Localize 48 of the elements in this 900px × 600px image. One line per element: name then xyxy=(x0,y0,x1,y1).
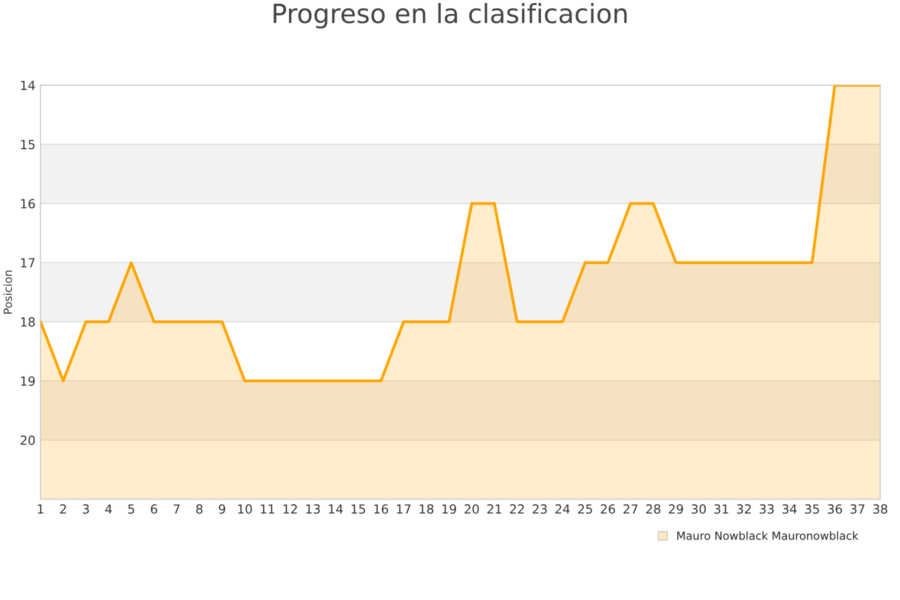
x-tick-label: 37 xyxy=(850,504,864,514)
x-tick-label: 9 xyxy=(218,504,226,514)
x-tick-label: 28 xyxy=(646,504,660,514)
x-tick-label: 8 xyxy=(196,504,202,514)
legend-label: Mauro Nowblack Mauronowblack xyxy=(677,531,858,540)
y-tick-label: 14 xyxy=(21,80,35,90)
x-tick-label: 36 xyxy=(828,504,842,514)
x-tick-label: 13 xyxy=(306,504,320,514)
x-tick-label: 33 xyxy=(760,504,774,514)
x-tick-label: 12 xyxy=(284,504,297,514)
y-tick-label: 16 xyxy=(21,198,35,208)
x-tick-label: 18 xyxy=(420,504,434,514)
y-tick-label: 19 xyxy=(21,376,35,386)
x-tick-label: 26 xyxy=(600,504,616,514)
y-tick-label: 18 xyxy=(21,317,35,327)
chart-title: Progreso en la clasificacion xyxy=(274,3,627,29)
y-tick-label: 15 xyxy=(21,140,35,150)
x-tick-label: 7 xyxy=(174,504,180,514)
y-tick-label: 20 xyxy=(20,436,35,445)
x-tick-label: 14 xyxy=(328,504,343,514)
x-tick-label: 6 xyxy=(150,504,158,514)
x-tick-label: 10 xyxy=(238,504,252,514)
x-tick-label: 31 xyxy=(714,504,728,514)
x-tick-label: 30 xyxy=(692,504,706,514)
x-tick-label: 32 xyxy=(737,504,751,514)
x-tick-label: 29 xyxy=(668,504,684,514)
x-tick-label: 15 xyxy=(352,504,366,514)
x-tick-label: 24 xyxy=(555,504,570,514)
x-tick-label: 11 xyxy=(260,504,274,514)
x-tick-label: 16 xyxy=(374,504,388,514)
x-tick-label: 3 xyxy=(82,504,89,514)
x-tick-label: 38 xyxy=(873,504,888,514)
x-tick-label: 23 xyxy=(532,504,547,514)
x-tick-label: 35 xyxy=(805,504,819,514)
x-tick-label: 25 xyxy=(578,504,592,514)
x-tick-label: 19 xyxy=(442,504,456,514)
y-tick-label: 17 xyxy=(21,258,35,268)
x-tick-label: 21 xyxy=(487,504,502,514)
x-tick-label: 4 xyxy=(105,504,112,514)
y-axis-title: Posicion xyxy=(3,270,12,314)
x-tick-label: 2 xyxy=(60,504,66,514)
x-tick-label: 34 xyxy=(782,504,797,514)
x-tick-label: 17 xyxy=(397,504,410,514)
x-tick-label: 22 xyxy=(510,504,524,514)
x-tick-label: 20 xyxy=(464,504,479,514)
x-tick-label: 27 xyxy=(624,504,638,514)
x-tick-label: 5 xyxy=(128,504,134,514)
x-tick-label: 1 xyxy=(38,504,44,514)
